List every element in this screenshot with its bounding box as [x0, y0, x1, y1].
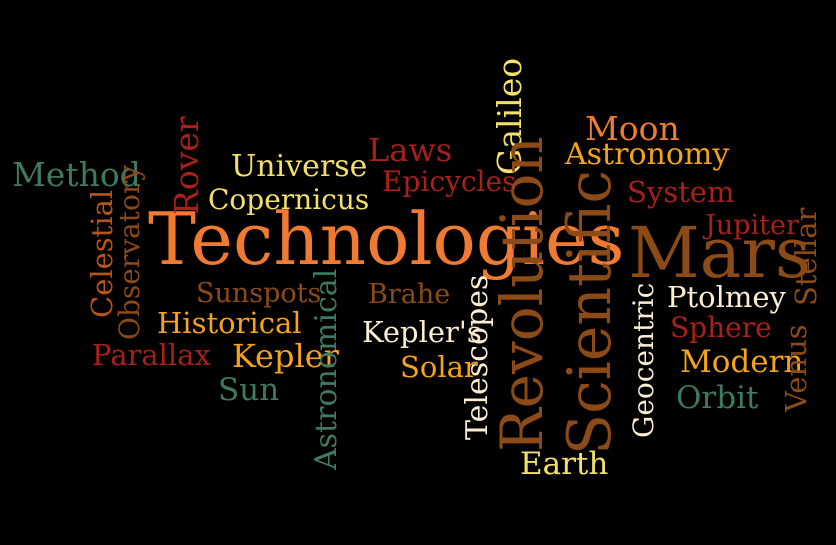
word-ptolmey: Ptolmey: [667, 280, 786, 314]
word-method: Method: [12, 155, 141, 194]
word-sphere: Sphere: [670, 311, 772, 344]
word-moon: Moon: [585, 109, 680, 148]
word-solar: Solar: [400, 350, 478, 384]
word-orbit: Orbit: [676, 380, 759, 416]
word-sunspots: Sunspots: [196, 278, 322, 309]
word-stellar: Stellar: [789, 207, 823, 306]
word-observatory: Observatory: [113, 164, 146, 340]
word-revolution: Revolution: [488, 136, 556, 452]
word-copernicus: Copernicus: [208, 183, 370, 216]
word-brahe: Brahe: [368, 279, 451, 310]
word-laws: Laws: [368, 131, 453, 169]
word-modern: Modern: [680, 344, 804, 380]
word-rover: Rover: [167, 116, 206, 215]
word-astronomy: Astronomy: [565, 137, 730, 172]
word-system: System: [627, 175, 735, 209]
word-parallax: Parallax: [92, 338, 211, 372]
word-sun: Sun: [218, 372, 280, 408]
word-universe: Universe: [231, 149, 368, 184]
word-astronomical: Astronomical: [309, 268, 344, 470]
word-telescopes: Telescopes: [460, 274, 495, 440]
word-epicycles: Epicycles: [382, 165, 517, 198]
word-scientific: Scientific: [555, 170, 625, 455]
word-technologies: Technologies: [148, 197, 625, 281]
word-jupiter: Jupiter: [705, 210, 799, 241]
word-earth: Earth: [520, 446, 609, 482]
word-historical: Historical: [157, 306, 302, 340]
word-mars: Mars: [628, 212, 811, 294]
word-geocentric: Geocentric: [627, 282, 660, 438]
word-keplers: Kepler's: [362, 315, 482, 349]
word-kepler: Kepler: [232, 337, 339, 375]
word-venus: Venus: [779, 324, 813, 412]
